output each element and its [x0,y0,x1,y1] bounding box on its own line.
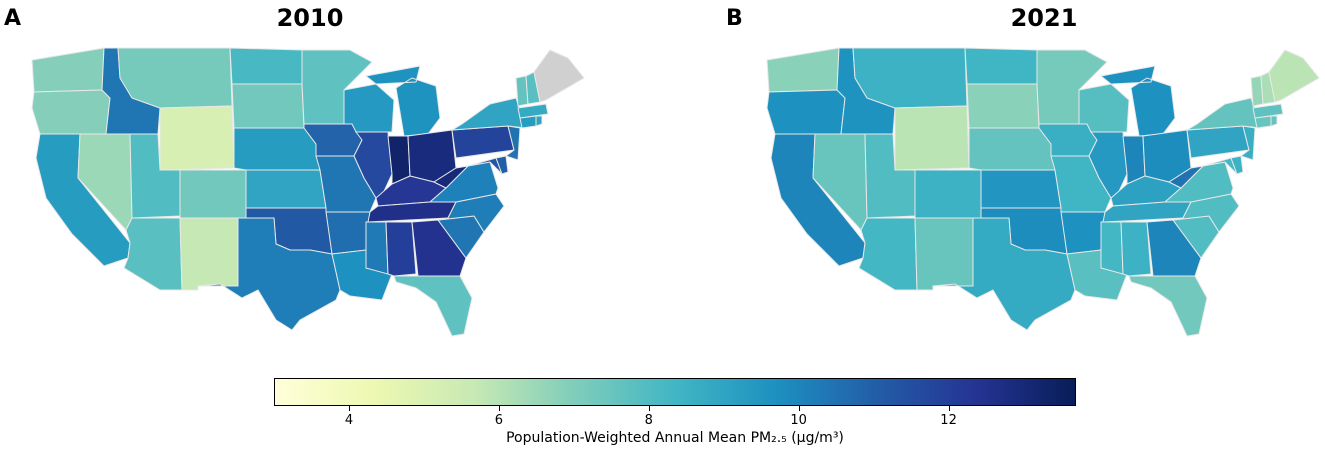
map-2021 [766,47,1320,337]
state-ar [325,211,371,255]
state-ny [451,97,527,131]
state-mt [117,47,233,109]
state-nm [179,217,239,291]
state-ga [411,219,467,277]
colorbar [274,378,1076,406]
state-nj [504,125,521,161]
state-co [179,169,247,219]
panel-b-letter: B [726,6,743,31]
panel-a-title: 2010 [276,4,344,32]
state-or [766,89,846,135]
state-nd [229,47,303,85]
state-sd [966,83,1040,129]
state-ms [1100,221,1124,275]
state-sd [231,83,305,129]
state-pa [451,125,515,159]
state-ne [233,127,321,171]
state-wa [766,47,840,93]
state-nj [1239,125,1256,161]
state-al [385,221,417,277]
state-ne [968,127,1056,171]
state-ar [1060,211,1106,255]
colorbar-tick [948,406,950,411]
state-mt [852,47,968,109]
state-ks [980,169,1062,209]
state-ri [1270,115,1278,127]
state-tx [932,217,1076,331]
state-in [1122,135,1146,185]
state-az [123,217,183,291]
state-or [31,89,111,135]
colorbar-tick [498,406,500,411]
colorbar-tick [648,406,650,411]
state-az [858,217,918,291]
state-fl [393,275,473,337]
state-nd [964,47,1038,85]
colorbar-tick-label: 4 [344,413,354,428]
colorbar-tick-label: 10 [790,413,807,428]
colorbar-tick-label: 8 [644,413,653,428]
state-wa [31,47,105,93]
map-2010 [31,47,585,337]
state-fl [1128,275,1208,337]
state-al [1120,221,1152,277]
state-ks [245,169,327,209]
state-wy [894,105,970,171]
colorbar-label: Population-Weighted Annual Mean PM₂.₅ (µ… [506,430,844,446]
colorbar-tick [348,406,350,411]
state-de [495,155,509,175]
state-ma [517,103,549,119]
state-ga [1146,219,1202,277]
panel-a-letter: A [4,6,22,31]
state-ri [535,115,543,127]
state-co [914,169,982,219]
state-ny [1186,97,1262,131]
state-wy [159,105,235,171]
state-ms [365,221,389,275]
state-me [533,49,585,103]
state-tx [197,217,341,331]
state-ma [1252,103,1284,119]
state-pa [1186,125,1250,159]
state-nm [914,217,974,291]
state-in [387,135,411,185]
colorbar-tick-label: 6 [494,413,503,428]
state-de [1230,155,1244,175]
colorbar-tick [798,406,800,411]
colorbar-tick-label: 12 [940,413,957,428]
panel-b-title: 2021 [1010,4,1078,32]
state-me [1268,49,1320,103]
